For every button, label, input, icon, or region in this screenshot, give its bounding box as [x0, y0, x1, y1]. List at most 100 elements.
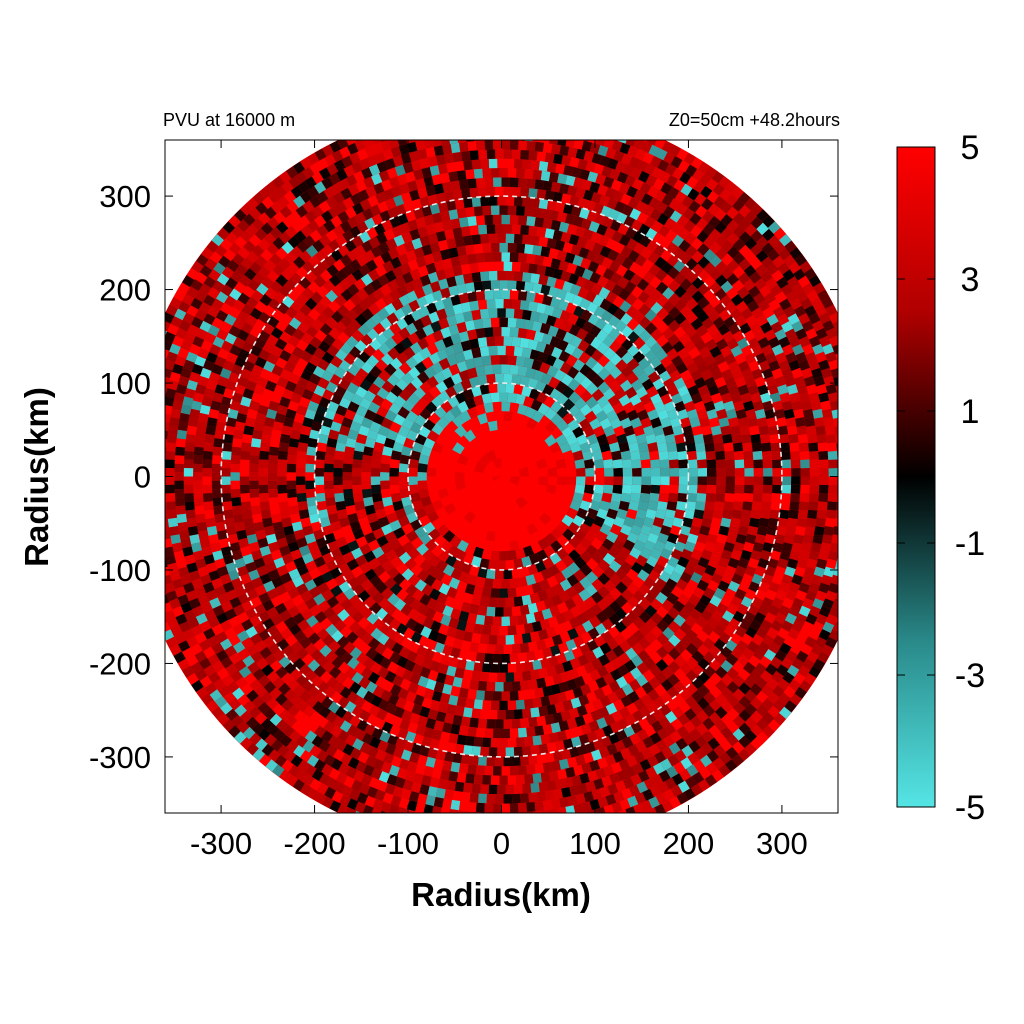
field-cell	[530, 160, 540, 171]
colorbar: 531-1-3-5	[896, 129, 985, 827]
field-cell	[482, 775, 492, 785]
field-cell	[608, 327, 621, 340]
field-cell	[626, 305, 639, 318]
field-cell	[184, 450, 194, 460]
field-cell	[433, 720, 445, 732]
field-cell	[580, 257, 592, 270]
field-cell	[564, 597, 577, 611]
field-cell	[407, 608, 420, 621]
field-cell	[473, 168, 483, 179]
field-cell	[603, 425, 616, 437]
field-cell	[520, 113, 529, 123]
field-cell	[861, 526, 872, 536]
field-cell	[477, 374, 488, 386]
field-cell	[647, 689, 660, 702]
field-cell	[637, 649, 651, 663]
field-cell	[660, 476, 670, 486]
field-cell	[339, 686, 352, 699]
field-cell	[402, 271, 414, 284]
field-cell	[263, 525, 275, 536]
field-cell	[711, 609, 724, 622]
field-cell	[356, 288, 369, 301]
field-cell	[558, 221, 570, 233]
field-cell	[503, 794, 513, 804]
field-cell	[689, 608, 703, 621]
field-cell	[566, 574, 580, 587]
field-cell	[217, 376, 229, 387]
y-tick-label: 100	[99, 366, 151, 401]
field-cell	[564, 342, 577, 356]
field-cell	[584, 596, 597, 609]
field-cell	[842, 599, 854, 610]
field-cell	[499, 168, 508, 178]
field-cell	[667, 620, 681, 634]
field-cell	[676, 442, 687, 452]
field-cell	[570, 119, 580, 130]
field-cell	[437, 702, 449, 714]
field-cell	[650, 625, 664, 639]
field-cell	[532, 810, 542, 813]
field-cell	[554, 239, 566, 251]
field-cell	[323, 254, 337, 267]
field-cell	[421, 657, 434, 670]
field-cell	[719, 646, 733, 659]
field-cell	[436, 117, 446, 128]
field-cell	[640, 524, 652, 536]
field-cell	[539, 123, 548, 133]
field-cell	[402, 399, 415, 412]
field-cell	[837, 359, 838, 371]
field-cell	[704, 376, 717, 389]
field-cell	[819, 468, 829, 477]
field-cell	[236, 565, 249, 577]
field-cell	[729, 308, 743, 321]
field-cell	[356, 719, 369, 732]
field-cell	[593, 253, 606, 266]
field-cell	[758, 425, 770, 436]
field-cell	[814, 417, 825, 427]
field-cell	[550, 181, 561, 193]
field-cell	[837, 451, 838, 460]
field-cell	[616, 508, 628, 520]
field-cell	[480, 671, 490, 682]
field-cell	[460, 601, 472, 613]
field-cell	[550, 683, 561, 695]
field-cell	[777, 384, 789, 395]
field-cell	[402, 669, 414, 682]
field-cell	[495, 719, 504, 729]
field-cell	[666, 241, 679, 255]
field-cell	[448, 363, 460, 376]
field-cell	[556, 652, 568, 665]
field-cell	[473, 736, 483, 747]
field-cell	[395, 126, 406, 137]
field-cell	[492, 326, 502, 337]
field-cell	[655, 281, 669, 295]
field-cell	[444, 267, 455, 279]
field-cell	[456, 283, 467, 295]
field-cell	[472, 122, 481, 132]
field-cell	[605, 649, 618, 662]
field-cell	[552, 712, 563, 724]
field-cell	[597, 585, 610, 599]
field-cell	[532, 282, 543, 294]
field-cell	[279, 331, 292, 344]
field-cell	[507, 280, 517, 291]
field-cell	[579, 576, 592, 590]
field-cell	[604, 661, 617, 674]
field-cell	[543, 105, 553, 115]
field-cell	[598, 653, 611, 667]
field-cell	[789, 501, 800, 511]
field-cell	[537, 351, 549, 364]
field-cell	[486, 756, 496, 767]
field-cell	[419, 407, 432, 421]
field-cell	[515, 318, 526, 329]
field-cell	[471, 708, 481, 719]
field-cell	[344, 239, 357, 252]
field-cell	[417, 187, 428, 199]
field-cell	[762, 542, 774, 553]
field-cell	[600, 310, 613, 323]
field-cell	[313, 385, 326, 397]
field-cell	[728, 618, 741, 631]
field-cell	[367, 268, 380, 282]
field-cell	[479, 308, 490, 319]
